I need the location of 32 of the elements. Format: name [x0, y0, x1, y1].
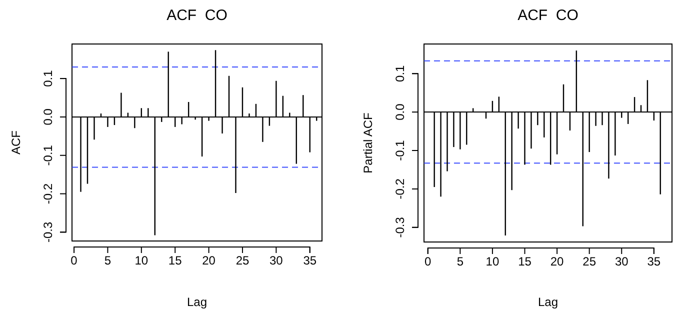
chart-title: ACF CO — [518, 7, 578, 24]
x-tick-label: 0 — [70, 254, 78, 268]
y-tick-label: -0.1 — [393, 140, 407, 161]
y-tick-label: 0.0 — [41, 108, 55, 126]
x-tick-label: 0 — [424, 254, 432, 269]
y-tick-label: 0.0 — [393, 103, 407, 120]
y-tick-label: -0.3 — [393, 216, 407, 238]
x-tick-label: 30 — [270, 254, 284, 268]
y-axis-title: ACF — [9, 130, 23, 154]
y-tick-label: 0.1 — [393, 64, 407, 82]
x-tick-label: 30 — [614, 254, 629, 269]
x-axis-title: Lag — [538, 295, 558, 309]
y-tick-label: -0.3 — [41, 222, 55, 243]
x-axis-title: Lag — [186, 295, 208, 309]
x-tick-label: 5 — [104, 254, 112, 268]
y-tick-label: -0.1 — [41, 144, 55, 166]
x-tick-label: 20 — [550, 254, 564, 269]
x-tick-label: 25 — [582, 254, 596, 269]
x-tick-label: 25 — [236, 254, 250, 268]
x-tick-label: 15 — [168, 254, 182, 268]
x-tick-label: 15 — [518, 254, 532, 269]
y-tick-label: -0.2 — [393, 178, 407, 200]
y-tick-label: -0.2 — [41, 183, 55, 204]
y-axis-title: Partial ACF — [361, 112, 375, 174]
x-tick-label: 35 — [303, 254, 317, 268]
y-tick-label: 0.1 — [41, 70, 55, 87]
x-tick-label: 20 — [202, 254, 216, 268]
x-tick-label: 10 — [486, 254, 500, 269]
x-tick-label: 5 — [456, 254, 464, 269]
x-tick-label: 10 — [134, 254, 148, 268]
x-tick-label: 35 — [647, 254, 661, 269]
chart-title: ACF CO — [166, 7, 228, 24]
